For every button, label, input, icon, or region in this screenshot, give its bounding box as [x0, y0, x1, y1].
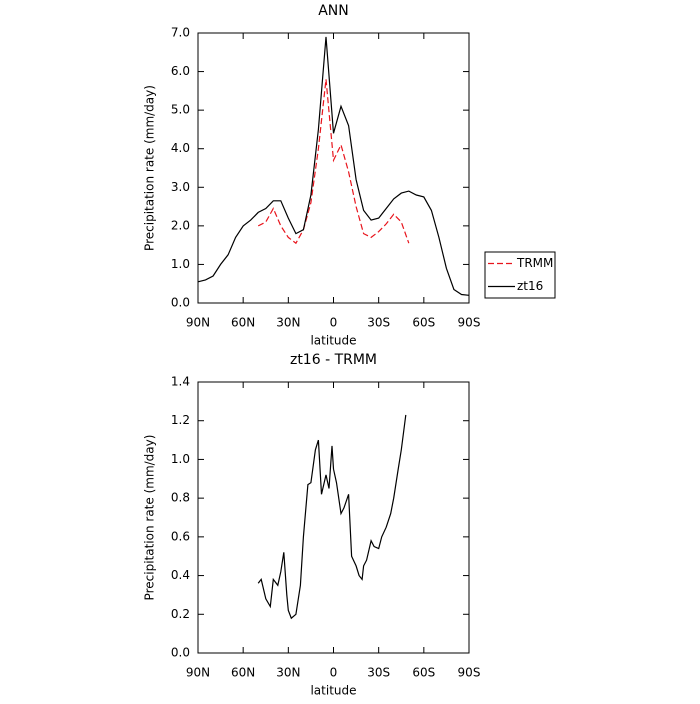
- y-tick-label: 0.4: [171, 568, 190, 582]
- y-tick-label: 3.0: [171, 180, 190, 194]
- x-tick-label: 60N: [231, 316, 255, 330]
- x-tick-label: 0: [330, 316, 338, 330]
- y-tick-label: 1.2: [171, 413, 190, 427]
- x-tick-label: 60S: [412, 316, 435, 330]
- x-tick-label: 0: [330, 666, 338, 680]
- x-tick-label: 90S: [458, 666, 481, 680]
- y-tick-label: 6.0: [171, 64, 190, 78]
- legend-label: zt16: [517, 279, 543, 293]
- data-line: [257, 79, 410, 245]
- data-line: [257, 414, 407, 620]
- y-tick-label: 1.0: [171, 452, 190, 466]
- chart-title: ANN: [318, 3, 349, 19]
- chart-title: zt16 - TRMM: [290, 352, 377, 368]
- y-tick-label: 4.0: [171, 141, 190, 155]
- plot-frame: [197, 381, 470, 654]
- x-tick-label: 90N: [186, 666, 210, 680]
- x-tick-label: 60N: [231, 666, 255, 680]
- legend-box: [484, 251, 556, 299]
- y-axis-label: Precipitation rate (mm/day): [143, 435, 157, 601]
- legend-label: TRMM: [516, 256, 553, 270]
- y-tick-label: 0.2: [171, 607, 190, 621]
- y-tick-label: 2.0: [171, 218, 190, 232]
- x-tick-label: 90S: [458, 316, 481, 330]
- x-tick-label: 30S: [367, 666, 390, 680]
- y-tick-label: 5.0: [171, 103, 190, 117]
- x-tick-label: 30N: [276, 316, 300, 330]
- x-axis-label: latitude: [310, 684, 356, 698]
- y-tick-label: 0.8: [171, 491, 190, 505]
- x-tick-label: 90N: [186, 316, 210, 330]
- y-tick-label: 1.0: [171, 257, 190, 271]
- data-line: [197, 36, 470, 296]
- y-tick-label: 7.0: [171, 26, 190, 40]
- y-axis-label: Precipitation rate (mm/day): [143, 85, 157, 251]
- plot-frame: [197, 32, 470, 304]
- y-tick-label: 0.6: [171, 529, 190, 543]
- x-axis-label: latitude: [310, 334, 356, 348]
- x-tick-label: 30S: [367, 316, 390, 330]
- y-tick-label: 0.0: [171, 296, 190, 310]
- x-tick-label: 60S: [412, 666, 435, 680]
- y-tick-label: 0.0: [171, 646, 190, 660]
- y-tick-label: 1.4: [171, 375, 190, 389]
- x-tick-label: 30N: [276, 666, 300, 680]
